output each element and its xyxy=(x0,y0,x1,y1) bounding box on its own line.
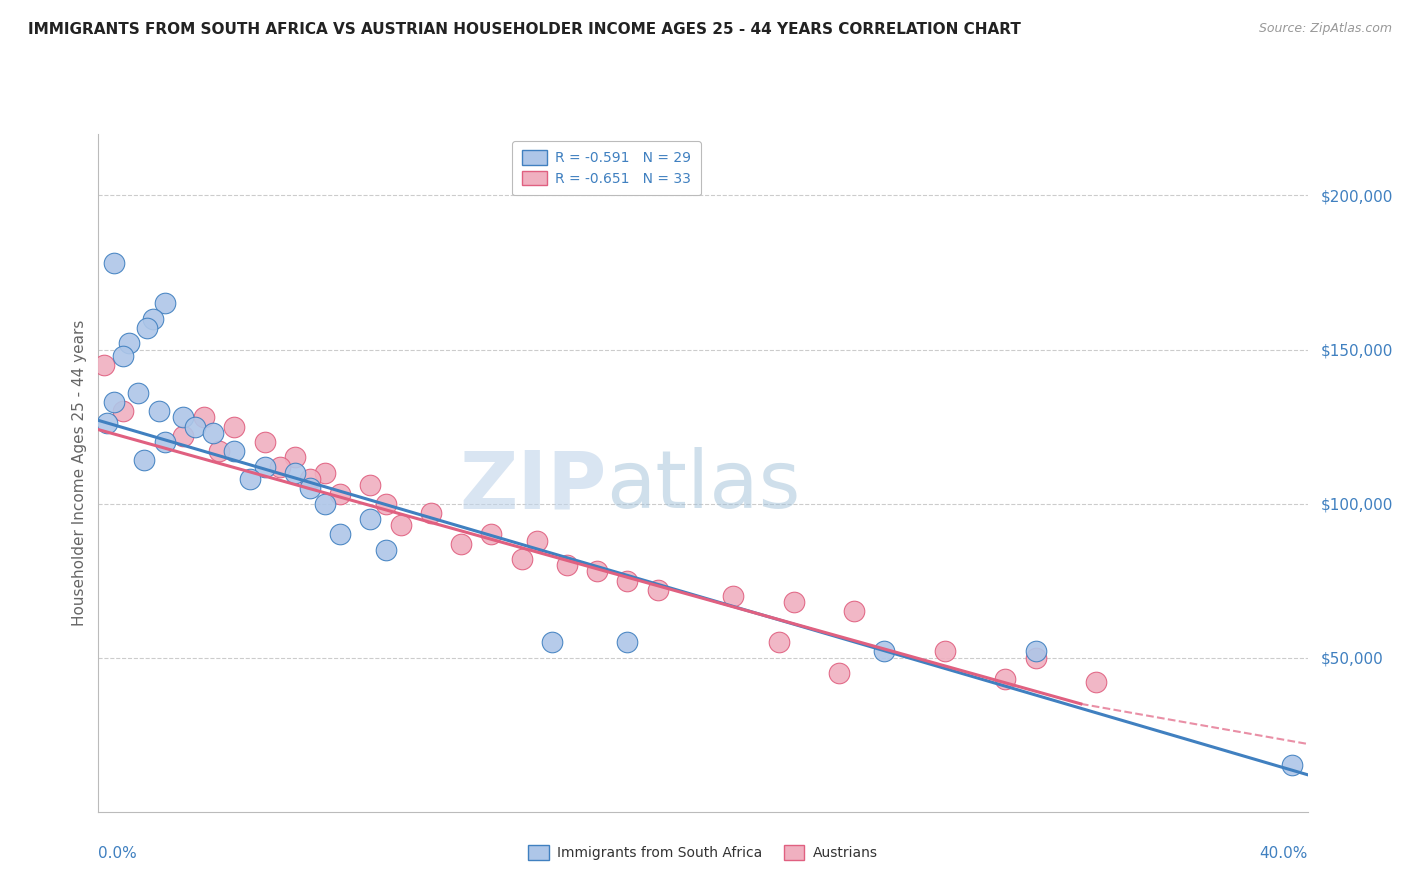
Point xyxy=(314,497,336,511)
Y-axis label: Householder Income Ages 25 - 44 years: Householder Income Ages 25 - 44 years xyxy=(72,319,87,626)
Point xyxy=(510,552,533,566)
Text: ZIP: ZIP xyxy=(458,447,606,525)
Point xyxy=(172,429,194,443)
Point xyxy=(844,604,866,618)
Point xyxy=(224,444,246,458)
Point xyxy=(202,425,225,440)
Point xyxy=(224,419,246,434)
Point xyxy=(419,506,441,520)
Point xyxy=(299,472,322,486)
Point xyxy=(374,542,396,557)
Point xyxy=(103,395,125,409)
Point xyxy=(540,635,562,649)
Text: 40.0%: 40.0% xyxy=(1260,846,1308,861)
Point xyxy=(253,459,276,474)
Point xyxy=(132,453,155,467)
Point xyxy=(555,558,578,573)
Point xyxy=(93,358,115,372)
Point xyxy=(450,536,472,550)
Point xyxy=(994,672,1017,686)
Point xyxy=(208,444,231,458)
Point xyxy=(314,466,336,480)
Point xyxy=(1024,650,1046,665)
Point xyxy=(374,497,396,511)
Point xyxy=(329,487,352,501)
Point xyxy=(172,410,194,425)
Text: atlas: atlas xyxy=(606,447,800,525)
Point xyxy=(360,512,382,526)
Point xyxy=(193,410,215,425)
Point xyxy=(253,434,276,449)
Point xyxy=(1024,644,1046,658)
Point xyxy=(768,635,790,649)
Point xyxy=(526,533,548,548)
Point xyxy=(148,404,170,418)
Point xyxy=(127,385,149,400)
Text: Source: ZipAtlas.com: Source: ZipAtlas.com xyxy=(1258,22,1392,36)
Point xyxy=(269,459,291,474)
Point xyxy=(481,527,503,541)
Point xyxy=(142,311,165,326)
Point xyxy=(586,565,609,579)
Point xyxy=(616,574,638,588)
Point xyxy=(118,336,141,351)
Point xyxy=(284,466,307,480)
Point xyxy=(1281,758,1303,772)
Legend: Immigrants from South Africa, Austrians: Immigrants from South Africa, Austrians xyxy=(523,840,883,866)
Point xyxy=(153,434,176,449)
Point xyxy=(389,518,412,533)
Point xyxy=(299,481,322,495)
Point xyxy=(721,589,744,603)
Point xyxy=(153,296,176,310)
Point xyxy=(329,527,352,541)
Point xyxy=(1085,675,1108,690)
Point xyxy=(873,644,896,658)
Point xyxy=(96,417,118,431)
Point xyxy=(616,635,638,649)
Point xyxy=(135,321,157,335)
Point xyxy=(239,472,262,486)
Point xyxy=(284,450,307,465)
Point xyxy=(828,666,851,681)
Point xyxy=(934,644,956,658)
Point xyxy=(103,256,125,270)
Point xyxy=(360,478,382,492)
Point xyxy=(184,419,207,434)
Text: 0.0%: 0.0% xyxy=(98,846,138,861)
Point xyxy=(782,595,804,609)
Point xyxy=(111,404,134,418)
Point xyxy=(111,349,134,363)
Point xyxy=(647,582,669,597)
Text: IMMIGRANTS FROM SOUTH AFRICA VS AUSTRIAN HOUSEHOLDER INCOME AGES 25 - 44 YEARS C: IMMIGRANTS FROM SOUTH AFRICA VS AUSTRIAN… xyxy=(28,22,1021,37)
